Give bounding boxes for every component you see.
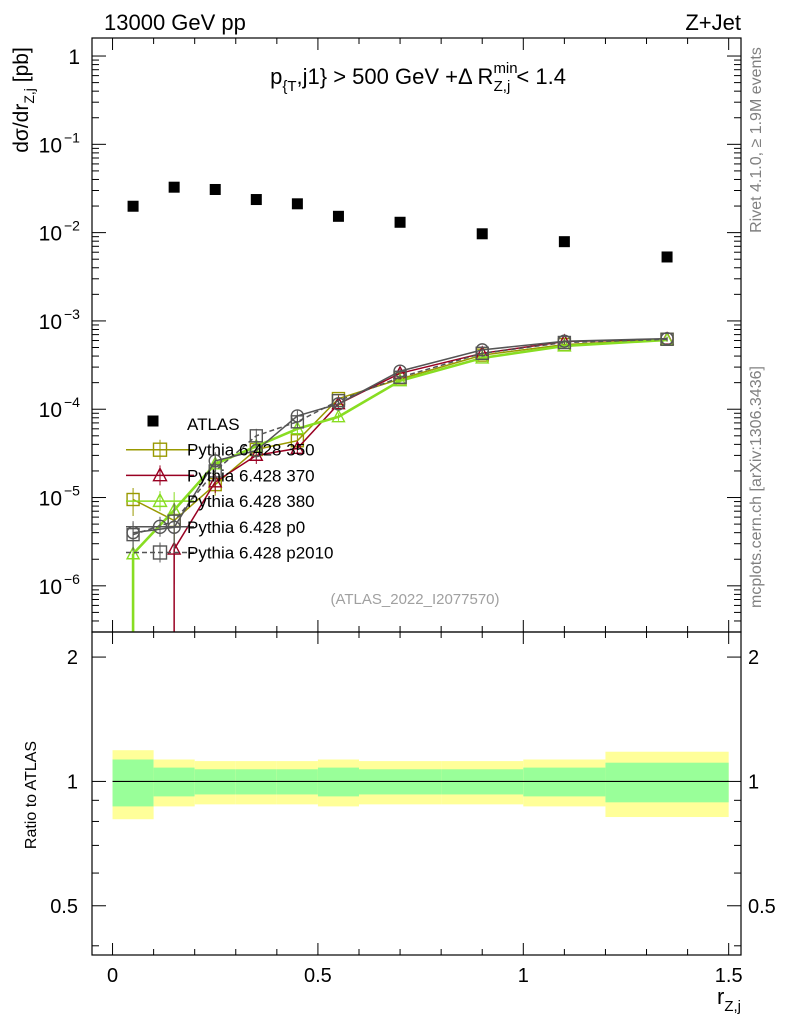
ratio-bands	[112, 750, 729, 820]
x-axis-label: rZ,j	[717, 984, 741, 1015]
legend-label: Pythia 6.428 350	[187, 441, 315, 460]
y-tick-exponent: −6	[64, 571, 80, 587]
legend-marker	[152, 519, 168, 534]
series-line	[132, 338, 668, 522]
main-y-axis-label: dσ/drZ,j [pb]	[10, 47, 37, 153]
data-point	[660, 332, 674, 346]
y-tick-label: 10	[39, 488, 62, 511]
series-pythia-6-428-p2010	[126, 332, 674, 557]
x-tick-label: 1.5	[715, 965, 743, 987]
legend-label: Pythia 6.428 p2010	[187, 544, 334, 563]
legend: ATLAS Pythia 6.428 350 Pythia 6.428 370 Pyt…	[126, 415, 334, 563]
main-series-layer	[125, 181, 675, 632]
atlas-data-point	[394, 216, 406, 228]
y-tick-exponent: −5	[64, 483, 80, 499]
data-point	[557, 335, 572, 350]
y-tick-exponent: −2	[64, 218, 80, 234]
data-point	[249, 443, 264, 458]
header-left-label: 13000 GeV pp	[104, 10, 246, 35]
y-tick-label: 10	[39, 399, 62, 422]
data-point	[331, 408, 346, 423]
ratio-y-axis-label: Ratio to ATLAS	[23, 741, 40, 849]
legend-label: ATLAS	[187, 415, 240, 434]
series-atlas	[127, 181, 673, 263]
atlas-data-point	[332, 210, 344, 222]
data-point	[475, 350, 490, 364]
legend-item: ATLAS	[147, 415, 240, 434]
atlas-data-point	[250, 194, 262, 206]
data-point	[393, 370, 407, 384]
legend-marker	[152, 442, 168, 457]
legend-item: Pythia 6.428 p2010	[126, 542, 334, 563]
analysis-watermark: (ATLAS_2022_I2077570)	[330, 591, 499, 608]
ratio-y-tick-label-right: 1	[748, 771, 759, 793]
legend-label: Pythia 6.428 380	[187, 492, 315, 511]
atlas-data-point	[209, 183, 221, 195]
rivet-version-label: Rivet 4.1.0, ≥ 1.9M events	[748, 47, 765, 233]
y-tick-label: 10	[39, 576, 62, 599]
stat-uncertainty-band	[112, 759, 154, 807]
ratio-y-tick-label-right: 2	[748, 647, 759, 669]
data-point	[249, 429, 264, 443]
ratio-y-tick-label: 1	[67, 771, 78, 793]
data-point	[126, 527, 140, 542]
y-tick-label: 10	[39, 311, 62, 334]
y-tick-exponent: −3	[64, 306, 80, 322]
x-tick-label: 0.5	[304, 965, 332, 987]
ratio-y-tick-label-right: 0.5	[748, 896, 776, 918]
header-right-label: Z+Jet	[685, 10, 741, 35]
y-tick-label: 10	[39, 134, 62, 157]
data-point	[249, 447, 264, 461]
legend-marker	[147, 415, 159, 427]
legend-label: Pythia 6.428 p0	[187, 518, 305, 537]
atlas-data-point	[127, 200, 139, 212]
data-point	[208, 474, 223, 488]
y-tick-label: 1	[68, 46, 80, 69]
atlas-data-point	[291, 198, 303, 210]
atlas-data-point	[558, 236, 570, 248]
y-tick-exponent: −1	[64, 129, 80, 145]
legend-item: Pythia 6.428 350	[126, 439, 315, 460]
plot-title: p{T,j1} > 500 GeV +Δ Rmin Z,j < 1.4	[270, 60, 566, 95]
x-tick-label: 0	[107, 965, 118, 987]
series-line	[132, 338, 668, 555]
ratio-y-tick-label: 2	[67, 647, 78, 669]
mcplots-label: mcplots.cern.ch [arXiv:1306.3436]	[748, 366, 765, 608]
data-point	[392, 372, 408, 387]
legend-item: Pythia 6.428 370	[126, 465, 315, 486]
legend-marker	[152, 466, 168, 482]
legend-marker	[152, 545, 168, 560]
y-tick-label: 10	[39, 223, 62, 246]
data-point	[126, 492, 140, 507]
atlas-data-point	[476, 228, 488, 240]
data-point	[331, 393, 346, 408]
ratio-axes: 0 0.5 1 1.5 0.5 0.5 1 1 2 2	[50, 631, 776, 987]
atlas-data-point	[168, 181, 180, 193]
data-point	[290, 440, 305, 454]
data-point	[208, 464, 222, 478]
atlas-data-point	[661, 251, 673, 263]
legend-item: Pythia 6.428 p0	[126, 516, 305, 537]
y-tick-exponent: −4	[64, 394, 80, 410]
data-point	[557, 338, 572, 352]
x-tick-label: 1	[518, 965, 529, 987]
data-point	[290, 415, 305, 429]
legend-item: Pythia 6.428 380	[126, 491, 315, 512]
legend-marker	[152, 492, 168, 508]
stat-uncertainty-band	[605, 762, 729, 803]
series-line	[133, 337, 668, 534]
series-line	[132, 338, 668, 536]
data-point	[475, 346, 489, 360]
legend-label: Pythia 6.428 370	[187, 466, 315, 485]
ratio-y-tick-label: 0.5	[50, 896, 78, 918]
ratio-frame	[91, 631, 742, 956]
